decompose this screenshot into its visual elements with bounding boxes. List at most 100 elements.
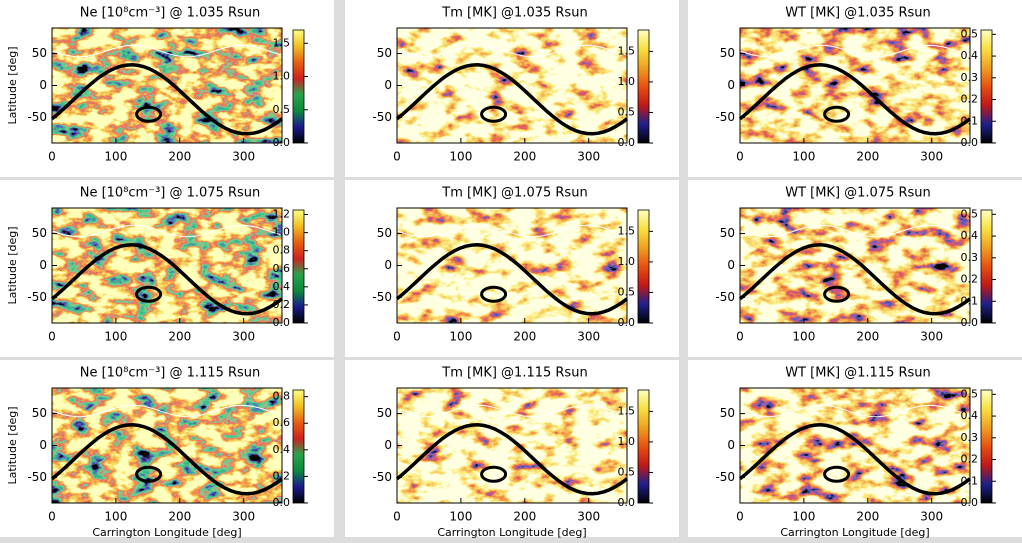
x-tick-label: 300 [577,510,600,524]
x-axis-label: Carrington Longitude [deg] [780,526,929,539]
colorbar-tick-label: 0.0 [961,136,979,149]
colorbar-tick-label: 0.0 [618,136,636,149]
colorbar-tick-label: 0.5 [618,105,636,118]
colorbar-tick-label: 1.5 [618,44,636,57]
x-tick-label: 300 [232,510,255,524]
y-tick-label: 0 [727,78,735,92]
x-tick-label: 200 [168,510,191,524]
y-tick-label: -50 [27,470,47,484]
y-tick-label: -50 [372,470,392,484]
x-tick-label: 100 [104,150,127,164]
y-tick-label: -50 [715,470,735,484]
x-axis-label: Carrington Longitude [deg] [92,526,241,539]
y-tick-label: 0 [39,78,47,92]
x-tick-label: 100 [792,330,815,344]
colorbar-tick-label: 0.8 [273,390,291,403]
x-tick-label: 100 [449,330,472,344]
figure: 0 100 200 300 -50 0 50 Ne [10⁸cm⁻³] @ 1.035 Rsu… [0,0,1022,543]
colorbar-tick-label: 1.5 [618,404,636,417]
colorbar-tick-label: 0.4 [273,443,291,456]
y-tick-label: 50 [377,406,392,420]
colorbar-tick-label: 0.2 [273,469,291,482]
x-tick-label: 300 [920,330,943,344]
colorbar [981,210,992,323]
x-tick-label: 0 [48,510,56,524]
x-tick-label: 200 [168,150,191,164]
colorbar-tick-label: 0.1 [961,474,979,487]
x-tick-label: 200 [168,330,191,344]
x-tick-label: 200 [856,150,879,164]
colorbar-tick-label: 1.2 [273,208,291,221]
x-tick-label: 100 [449,510,472,524]
colorbar-tick-label: 0.8 [273,244,291,257]
y-tick-label: 50 [32,406,47,420]
x-tick-label: 300 [232,150,255,164]
y-tick-label: 50 [720,226,735,240]
x-tick-label: 200 [513,330,536,344]
panel-title: Tm [MK] @1.035 Rsun [441,6,587,21]
x-tick-label: 200 [513,510,536,524]
x-tick-label: 300 [920,510,943,524]
colorbar-tick-label: 0.2 [961,93,979,106]
y-tick-label: 0 [727,258,735,272]
colorbar-tick-label: 0.5 [961,27,979,40]
y-axis-label: Latitude [deg] [6,226,19,304]
colorbar-tick-label: 1.0 [273,226,291,239]
y-tick-label: 50 [377,46,392,60]
colorbar-tick-label: 1.0 [618,75,636,88]
panel-title: Ne [10⁸cm⁻³] @ 1.115 Rsun [80,366,261,381]
y-tick-label: -50 [715,290,735,304]
x-tick-label: 0 [48,330,56,344]
colorbar-tick-label: 1.5 [273,36,291,49]
x-tick-label: 200 [856,510,879,524]
colorbar-tick-label: 0.5 [961,387,979,400]
y-tick-label: 0 [727,438,735,452]
colorbar-tick-label: 0.0 [273,136,291,149]
colorbar-tick-label: 0.5 [961,207,979,220]
colorbar-tick-label: 0.3 [961,71,979,84]
y-tick-label: 50 [32,226,47,240]
colorbar [638,210,649,323]
colorbar [638,390,649,503]
colorbar-tick-label: 0.5 [618,465,636,478]
colorbar-tick-label: 0.0 [618,316,636,329]
y-tick-label: 0 [39,438,47,452]
y-tick-label: 0 [384,78,392,92]
colorbar-tick-label: 0.5 [273,103,291,116]
y-tick-label: 50 [720,406,735,420]
colorbar-tick-label: 0.4 [961,229,979,242]
colorbar [293,390,304,503]
panel-title: WT [MK] @1.115 Rsun [785,366,931,381]
colorbar-tick-label: 0.1 [961,114,979,127]
colorbar-tick-label: 0.1 [961,294,979,307]
y-axis-label: Latitude [deg] [6,46,19,124]
y-tick-label: 0 [39,258,47,272]
colorbar-tick-label: 0.0 [961,316,979,329]
colorbar-tick-label: 0.0 [618,496,636,509]
colorbar-tick-label: 0.5 [618,285,636,298]
y-tick-label: 50 [377,226,392,240]
colorbar-tick-label: 0.2 [961,273,979,286]
x-tick-label: 100 [104,330,127,344]
panel-title: Ne [10⁸cm⁻³] @ 1.035 Rsun [80,6,261,21]
x-tick-label: 0 [736,330,744,344]
x-tick-label: 100 [449,150,472,164]
colorbar-tick-label: 0.2 [273,298,291,311]
x-tick-label: 100 [792,510,815,524]
colorbar [981,30,992,143]
y-tick-label: 50 [720,46,735,60]
colorbar-tick-label: 0.4 [961,49,979,62]
x-tick-label: 300 [232,330,255,344]
y-tick-label: 50 [32,46,47,60]
y-tick-label: -50 [715,110,735,124]
x-tick-label: 300 [920,150,943,164]
x-tick-label: 0 [736,150,744,164]
x-tick-label: 100 [792,150,815,164]
x-tick-label: 0 [48,150,56,164]
panel-title: Tm [MK] @1.075 Rsun [441,186,587,201]
x-tick-label: 300 [577,330,600,344]
colorbar-tick-label: 0.4 [273,280,291,293]
y-axis-label: Latitude [deg] [6,406,19,484]
x-tick-label: 200 [513,150,536,164]
colorbar-tick-label: 0.6 [273,416,291,429]
